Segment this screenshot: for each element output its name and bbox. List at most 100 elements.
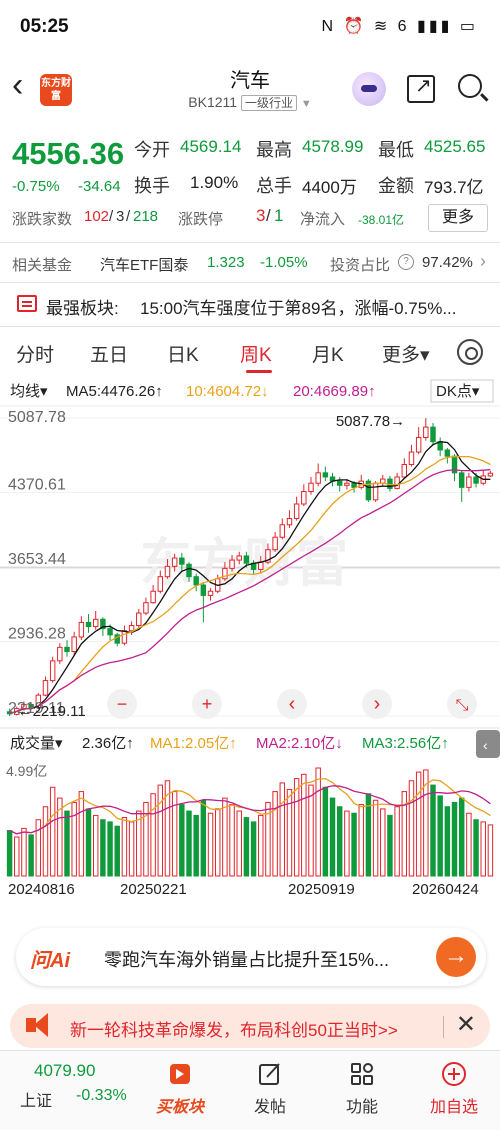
candle-body [401,464,408,478]
volume-bar [351,812,357,877]
tab-intraday[interactable]: 分时 [16,345,55,366]
chevron-right-icon[interactable]: › [480,251,486,271]
scroll-right-button[interactable] [362,689,392,719]
down-count: 218 [133,208,159,225]
volume-bar [336,806,343,877]
fullscreen-button[interactable] [447,689,477,719]
volume-bar [279,782,286,877]
volume-bar [380,808,386,877]
tab-five-day[interactable]: 五日 [90,345,129,366]
more-stats-button[interactable]: 更多 [428,204,488,232]
index-value: 4079.90 [34,1061,96,1080]
expand-icon: ⤡ [456,697,469,714]
divider [0,282,500,283]
ma20-value: 20:4669.89↑ [293,383,376,400]
volume-bar [78,791,85,877]
nav-buy-sector[interactable]: 买板块 [140,1061,220,1117]
volume-bar [157,784,164,877]
volume-bar [293,778,300,877]
volume-bar [114,825,120,877]
fund-name[interactable]: 汽车ETF国泰 [100,257,189,274]
kline-svg: 均线▾ MA5:4476.26↑ 10:4604.72↓ 20:4669.89↑… [0,376,500,916]
close-icon[interactable]: ✕ [455,1011,476,1038]
current-price: 4556.36 [12,136,125,171]
ai-news-text[interactable]: 零跑汽车海外销量占比提升至15%... [104,950,390,970]
collapse-tab[interactable] [476,730,500,758]
candle-body [272,536,278,551]
header: ‹ 东方财富 汽车 BK1211 一级行业 ▼ [0,52,500,124]
share-icon[interactable] [407,73,435,103]
candle-body [193,576,199,586]
scroll-left-button[interactable] [277,689,307,719]
dk-button-frame[interactable] [430,379,494,403]
assistant-robot-icon[interactable] [352,72,386,106]
candle-body [164,565,171,578]
ma-line-ma5 [9,441,491,715]
tab-more[interactable]: 更多▾ [382,345,430,366]
ma-mode-selector[interactable]: 均线▾ [10,383,48,400]
promo-banner[interactable]: 新一轮科技革命爆发，布局科创50正当时>> ✕ [10,1004,490,1048]
volume-bar [466,812,472,877]
nav-add-watchlist[interactable]: 加自选 [414,1061,494,1117]
high-label: 最高 [256,140,292,160]
ai-news-bar[interactable]: 问Ai 零跑汽车海外销量占比提升至15%... → [16,928,486,986]
candle-body [423,426,429,439]
updown-label: 涨跌家数 [12,211,73,228]
strongest-sector-banner[interactable]: 最强板块: 15:00汽车强度位于第89名，涨幅-0.75%... [0,283,500,325]
nav-label: 加自选 [429,1099,478,1116]
divider [0,242,500,243]
volume-bar [265,801,271,877]
ma-line-ma20 [9,469,491,715]
netflow-value: -38.01亿 [358,213,405,227]
question-icon[interactable]: ? [398,254,414,270]
volume-bar [458,797,465,877]
dk-point-button[interactable]: DK点▾ [436,383,480,400]
y-tick-labels: 5087.78 4370.61 3653.44 2936.28 2219.11 [8,409,66,717]
volume-current: 2.36亿↑ [82,735,134,752]
candle-body [207,590,214,596]
search-icon[interactable] [458,74,482,98]
candle-body [200,584,207,596]
volume-bar [28,834,34,877]
volume-bar [408,780,415,877]
limit-up-count: 3 [256,206,266,225]
kline-chart[interactable]: 均线▾ MA5:4476.26↑ 10:4604.72↓ 20:4669.89↑… [0,376,500,916]
zoom-in-button[interactable] [192,689,222,719]
chart-controls: − + ‹ › ⤡ [107,689,477,719]
candle-body [308,482,314,493]
candle-body [336,480,343,486]
volume-indicator-selector[interactable]: 成交量▾ [10,734,63,752]
candle-body [143,602,149,614]
volume-bar [444,806,451,877]
x-axis-label: 20250221 [120,881,187,898]
y-tick-label: 5087.78 [8,409,66,426]
volume-bar [85,808,92,877]
tab-monthly-k[interactable]: 月K [312,345,344,366]
volume-max-label: 4.99亿 [6,763,47,779]
gear-icon[interactable] [457,339,483,365]
nav-functions[interactable]: 功能 [322,1061,402,1117]
tab-weekly-k[interactable]: 周K [240,345,272,366]
volume-bar [14,836,20,877]
candle-body [466,476,472,488]
candle-body [42,680,49,696]
related-fund-row[interactable]: 相关基金 汽车ETF国泰 1.323 -1.05% 投资占比 ? 97.42% … [0,246,500,282]
candle-body [258,561,264,570]
promo-text[interactable]: 新一轮科技革命爆发，布局科创50正当时>> [70,1021,398,1040]
candle-body [365,480,372,501]
tab-daily-k[interactable]: 日K [167,345,199,366]
high-marker-label: 5087.78→ [336,413,405,430]
nav-post[interactable]: 发帖 [230,1061,310,1117]
back-icon[interactable]: ‹ [12,66,24,104]
candle-body [150,590,156,604]
sector-code-text: BK1211 [188,94,238,110]
arrow-right-icon[interactable]: → [436,937,476,977]
add-circle-icon [442,1062,466,1086]
zoom-out-button[interactable] [107,689,137,719]
candle-body [107,628,113,636]
candle-body [85,621,92,628]
volume-bar [423,769,429,877]
change-abs: -34.64 [78,178,121,195]
sector-code[interactable]: BK1211 一级行业 ▼ [0,94,500,111]
volume-bar [64,810,70,877]
